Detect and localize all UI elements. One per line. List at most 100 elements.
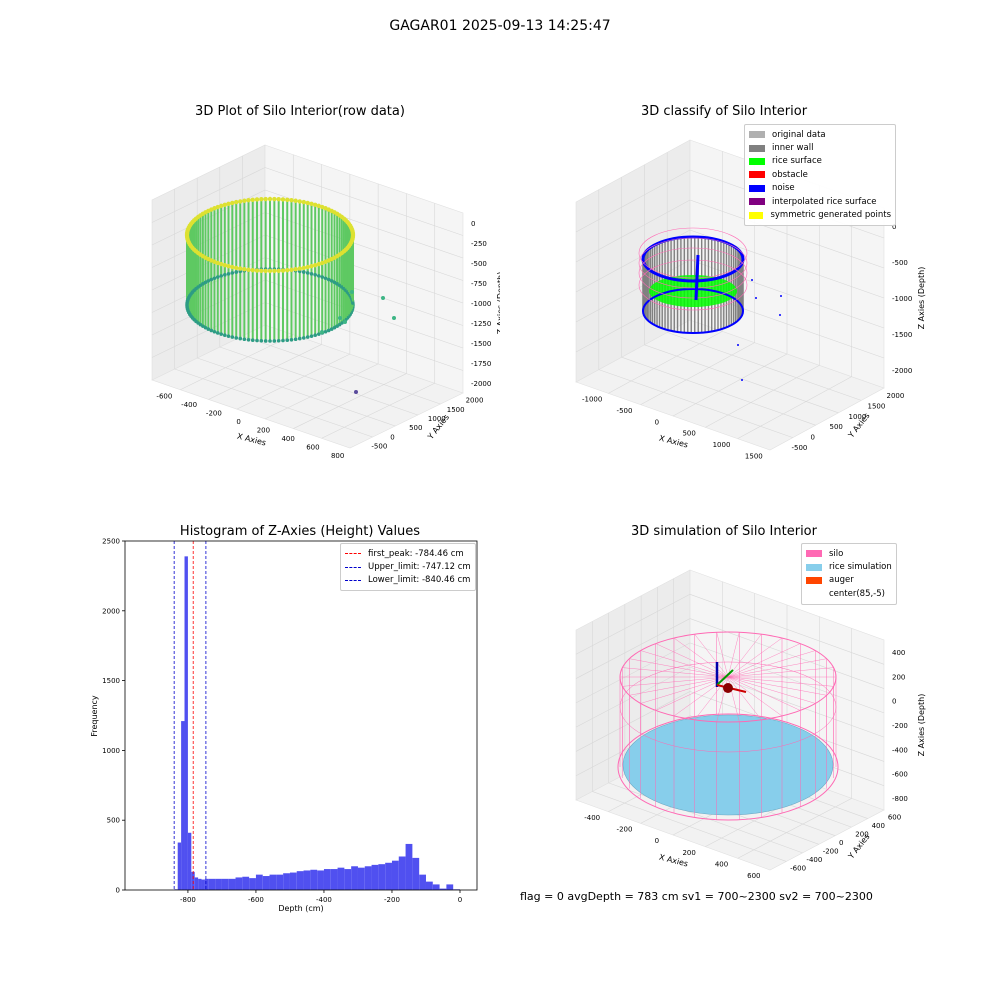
grid-line bbox=[689, 199, 885, 269]
x-tick-label: 600 bbox=[747, 872, 760, 880]
data-point bbox=[285, 338, 290, 343]
histogram-bar bbox=[249, 878, 256, 890]
legend-label: Lower_limit: -840.46 cm bbox=[368, 575, 471, 586]
data-point bbox=[203, 280, 208, 285]
x-tick-label: -400 bbox=[181, 401, 197, 409]
silo-roof-line bbox=[727, 676, 762, 720]
data-point bbox=[301, 270, 306, 274]
data-point bbox=[332, 325, 337, 330]
legend-label: interpolated rice surface bbox=[772, 196, 877, 207]
data-point bbox=[309, 272, 314, 276]
x-tick-label: -200 bbox=[206, 409, 222, 417]
grid-line bbox=[575, 169, 691, 233]
y-tick-label: -600 bbox=[790, 865, 806, 873]
data-point bbox=[272, 339, 277, 343]
silo-roof-line bbox=[622, 667, 729, 678]
silo-roof-line bbox=[727, 676, 834, 687]
noise-point bbox=[780, 295, 782, 297]
y-tick-label: 500 bbox=[409, 424, 422, 432]
x-tick-label: -400 bbox=[316, 896, 332, 904]
data-point bbox=[267, 268, 273, 274]
legend-line bbox=[345, 566, 361, 568]
data-point bbox=[246, 267, 251, 272]
grid-line bbox=[575, 691, 691, 752]
x-tick-label: -200 bbox=[617, 826, 633, 834]
histogram-bars bbox=[174, 556, 460, 890]
data-point bbox=[219, 274, 224, 278]
histogram-bar bbox=[198, 878, 202, 890]
histogram-ylabel: Frequency bbox=[90, 695, 99, 737]
data-point bbox=[293, 198, 298, 203]
interpolated-outline bbox=[638, 227, 748, 279]
data-point bbox=[316, 261, 321, 267]
x-tick-label: 1500 bbox=[745, 452, 763, 460]
legend-item: silo bbox=[806, 547, 892, 560]
y-tick-label: -400 bbox=[806, 856, 822, 864]
silo-roof-line bbox=[727, 676, 801, 711]
silo-roof-line bbox=[727, 667, 834, 678]
data-point bbox=[309, 334, 314, 338]
simulation-plot-title: 3D simulation of Silo Interior bbox=[631, 524, 817, 539]
y-tick-label: 0 bbox=[811, 434, 815, 442]
noise-point bbox=[755, 297, 757, 299]
data-point bbox=[350, 290, 354, 294]
data-point bbox=[230, 264, 235, 270]
grid-line bbox=[575, 199, 691, 263]
silo-roof-line bbox=[727, 658, 827, 678]
data-point bbox=[263, 196, 268, 202]
legend-label: auger bbox=[829, 575, 854, 586]
legend-item: Lower_limit: -840.46 cm bbox=[345, 574, 471, 587]
data-point bbox=[297, 336, 302, 341]
data-point bbox=[250, 268, 255, 273]
silo-roof-line bbox=[727, 676, 827, 696]
histogram-bar bbox=[303, 870, 311, 890]
legend-swatch bbox=[806, 576, 822, 584]
x-tick-label: -1000 bbox=[582, 396, 602, 404]
data-point bbox=[289, 198, 294, 203]
histogram-bar bbox=[296, 871, 304, 890]
x-tick-label: 400 bbox=[715, 861, 728, 869]
data-point bbox=[309, 263, 314, 269]
z-tick-label: -1750 bbox=[471, 360, 491, 368]
data-point bbox=[351, 301, 355, 305]
silo-roof-line bbox=[716, 632, 729, 678]
legend-label: obstacle bbox=[772, 169, 808, 180]
data-point bbox=[246, 337, 251, 342]
data-point bbox=[293, 337, 298, 342]
histogram-bar bbox=[215, 878, 222, 890]
grid-line bbox=[321, 383, 435, 439]
y-tick-label: 0 bbox=[839, 839, 843, 847]
grid-line bbox=[737, 798, 852, 859]
histogram-bar bbox=[317, 870, 324, 890]
legend-swatch bbox=[749, 144, 765, 152]
data-point bbox=[212, 329, 217, 334]
grid-line bbox=[264, 212, 464, 281]
legend-item: rice simulation bbox=[806, 560, 892, 573]
grid-line bbox=[705, 365, 820, 428]
y-tick-label: 0 bbox=[116, 887, 120, 895]
histogram-bar bbox=[187, 832, 192, 890]
data-point bbox=[242, 267, 247, 272]
histogram-bar bbox=[371, 864, 379, 890]
data-point bbox=[305, 264, 310, 270]
histogram-title: Histogram of Z-Axies (Height) Values bbox=[179, 524, 421, 539]
silo-roof-line bbox=[727, 676, 816, 704]
data-point bbox=[238, 199, 243, 204]
legend-label: noise bbox=[772, 183, 795, 194]
y-tick-label: 1500 bbox=[868, 403, 886, 411]
data-point bbox=[338, 316, 342, 320]
data-point bbox=[215, 204, 220, 210]
data-point bbox=[254, 268, 260, 273]
data-point bbox=[323, 259, 328, 264]
y-tick-label: -500 bbox=[371, 442, 387, 450]
data-point bbox=[254, 197, 260, 202]
histogram-bar bbox=[194, 877, 199, 890]
grid-line bbox=[608, 331, 723, 394]
silo-roof-line bbox=[727, 676, 783, 717]
grid-line bbox=[689, 594, 885, 665]
grid-line bbox=[197, 357, 396, 427]
x-tick-label: 400 bbox=[281, 435, 294, 443]
data-point bbox=[285, 268, 290, 273]
histogram-bar bbox=[191, 871, 195, 890]
data-point bbox=[209, 328, 214, 333]
